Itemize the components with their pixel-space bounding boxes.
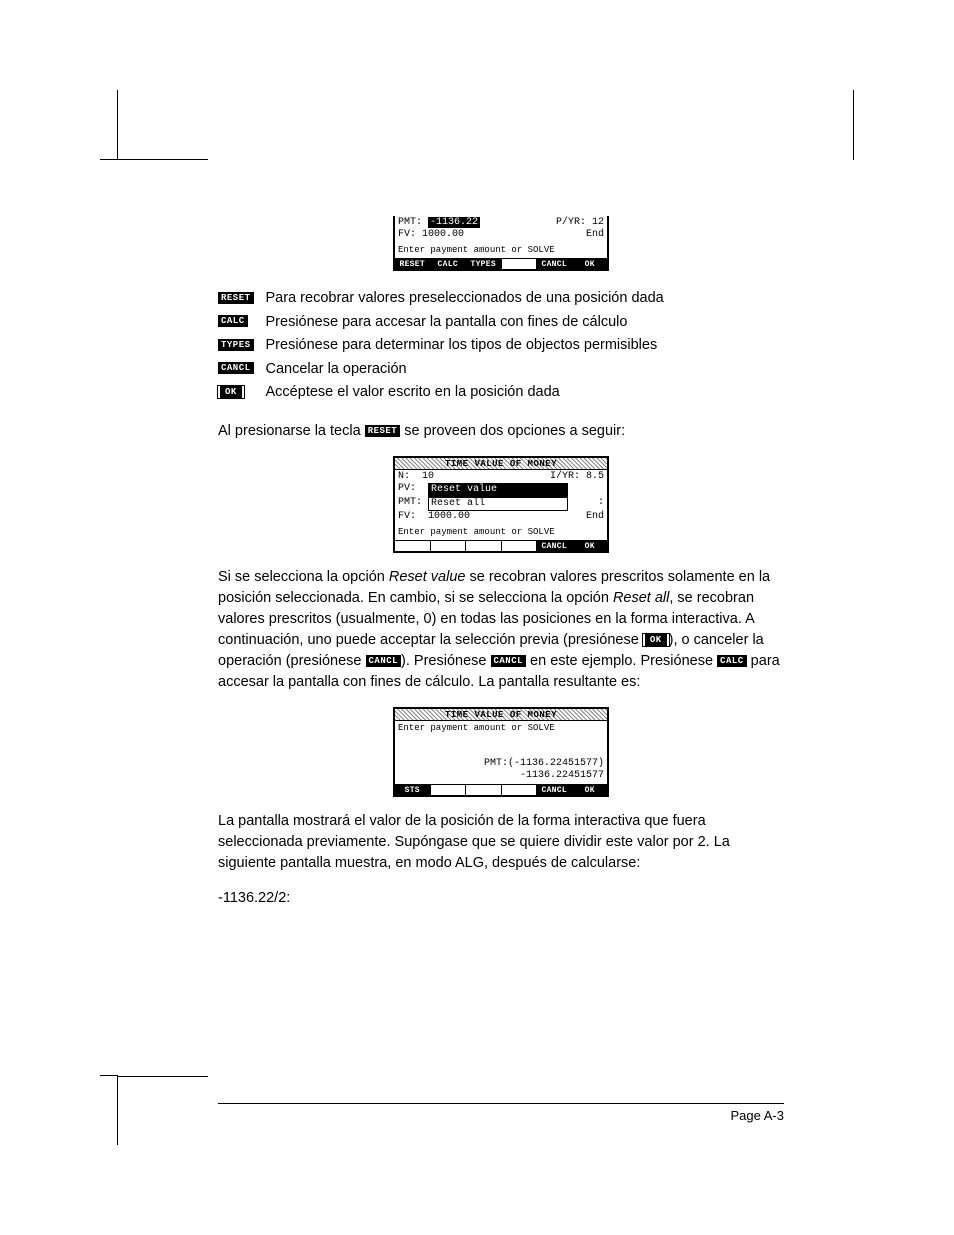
p2-cancl2: CANCL (491, 655, 527, 667)
s2-n-value: 10 (422, 471, 434, 482)
calc-screen-3: TIME VALUE OF MONEY Enter payment amount… (393, 707, 609, 797)
s2-pv-label: PV: (398, 483, 428, 497)
p2-cancl: CANCL (366, 655, 402, 667)
paragraph-1: Al presionarse la tecla RESET se proveen… (218, 421, 784, 442)
s1-pyr-value: 12 (592, 217, 604, 228)
def-key-reset: RESET (218, 292, 254, 304)
s2-sk-2 (466, 541, 502, 551)
s2-sk-0 (395, 541, 431, 551)
s3-line1: PMT:(-1136.22451577) (398, 758, 604, 770)
s1-sk-reset: RESET (395, 259, 431, 269)
s3-softkeys: STS CANCL OK (395, 784, 607, 795)
s2-help: Enter payment amount or SOLVE (398, 526, 604, 538)
s2-fv-label: FV: (398, 511, 416, 522)
s1-sk-calc: CALC (431, 259, 467, 269)
s2-sk-3 (502, 541, 538, 551)
page-footer: Page A-3 (218, 1103, 784, 1123)
s1-sk-types: TYPES (466, 259, 502, 269)
def-key-cancl: CANCL (218, 362, 254, 374)
crop-mark-bl-ext (118, 1076, 208, 1077)
s2-sk-ok: OK (573, 541, 608, 551)
p1-a: Al presionarse la tecla (218, 423, 365, 439)
s1-sk-ok: OK (573, 259, 608, 269)
paragraph-2: Si se selecciona la opción Reset value s… (218, 567, 784, 693)
s1-sk-blank (502, 259, 538, 269)
s1-softkeys: RESET CALC TYPES CANCL OK (395, 258, 607, 269)
def-desc-reset: Para recobrar valores preseleccionados d… (266, 289, 664, 309)
p2-f: en este ejemplo. Presiónese (526, 653, 717, 669)
s3-line2: -1136.22451577 (398, 770, 604, 782)
s2-pmt-label: PMT: (398, 497, 428, 511)
s3-title: TIME VALUE OF MONEY (395, 709, 607, 721)
p2-a: Si se selecciona la opción (218, 569, 389, 585)
s1-fv-value: 1000.00 (422, 229, 464, 240)
def-desc-ok: Accéptese el valor escrito en la posició… (266, 383, 664, 403)
s3-sk-cancl: CANCL (537, 785, 573, 795)
def-key-calc: CALC (218, 315, 248, 327)
p2-ra: Reset all (613, 590, 669, 606)
p1-b: se proveen dos opciones a seguir: (400, 423, 625, 439)
s3-sk-ok: OK (573, 785, 608, 795)
def-desc-cancl: Cancelar la operación (266, 360, 664, 380)
expression: -1136.22/2: (218, 888, 784, 909)
s2-n-label: N: (398, 471, 410, 482)
def-desc-calc: Presiónese para accesar la pantalla con … (266, 313, 664, 333)
p2-calc: CALC (717, 655, 747, 667)
page-content: PMT: -1136.22 P/YR: 12 FV: 1000.00 End E… (218, 216, 784, 923)
s3-help: Enter payment amount or SOLVE (398, 722, 604, 734)
s1-end: End (586, 229, 604, 241)
crop-mark-tl-ext (118, 159, 208, 160)
crop-mark-tl (100, 90, 118, 160)
s1-pyr-label: P/YR: (556, 217, 586, 228)
page-number: Page A-3 (731, 1108, 785, 1123)
calc-screen-2: TIME VALUE OF MONEY N: 10 I/YR: 8.5 PV: … (393, 456, 609, 553)
s1-help: Enter payment amount or SOLVE (398, 244, 604, 256)
paragraph-3: La pantalla mostrará el valor de la posi… (218, 811, 784, 874)
p2-rv: Reset value (389, 569, 466, 585)
s2-opt1: Reset value (428, 483, 568, 497)
s3-sk-1 (431, 785, 467, 795)
def-key-ok: OK (218, 386, 244, 398)
p2-ok: OK (643, 634, 669, 646)
def-desc-types: Presiónese para determinar los tipos de … (266, 336, 664, 356)
crop-mark-tr (853, 90, 854, 160)
s2-fv-value: 1000.00 (428, 511, 470, 522)
s2-sk-cancl: CANCL (537, 541, 573, 551)
calc-screen-1: PMT: -1136.22 P/YR: 12 FV: 1000.00 End E… (393, 216, 609, 271)
def-key-types: TYPES (218, 339, 254, 351)
s2-end: End (586, 511, 604, 523)
s2-iyr-value: 8.5 (586, 471, 604, 482)
s2-title: TIME VALUE OF MONEY (395, 458, 607, 470)
s1-pmt-label: PMT: (398, 217, 422, 228)
s2-opt2: Reset all (428, 497, 568, 511)
s2-softkeys: CANCL OK (395, 540, 607, 551)
s2-iyr-label: I/YR: (550, 471, 580, 482)
p1-key: RESET (365, 425, 401, 437)
s3-sk-3 (502, 785, 538, 795)
s1-pmt-value: -1136.22 (428, 217, 480, 228)
p2-e: ). Presiónese (401, 653, 490, 669)
s3-sk-2 (466, 785, 502, 795)
s1-sk-cancl: CANCL (537, 259, 573, 269)
s3-sk-sts: STS (395, 785, 431, 795)
s2-sk-1 (431, 541, 467, 551)
s1-fv-label: FV: (398, 229, 416, 240)
softkey-definitions: RESET Para recobrar valores preselecciona… (218, 285, 664, 407)
crop-mark-bl (100, 1075, 118, 1145)
